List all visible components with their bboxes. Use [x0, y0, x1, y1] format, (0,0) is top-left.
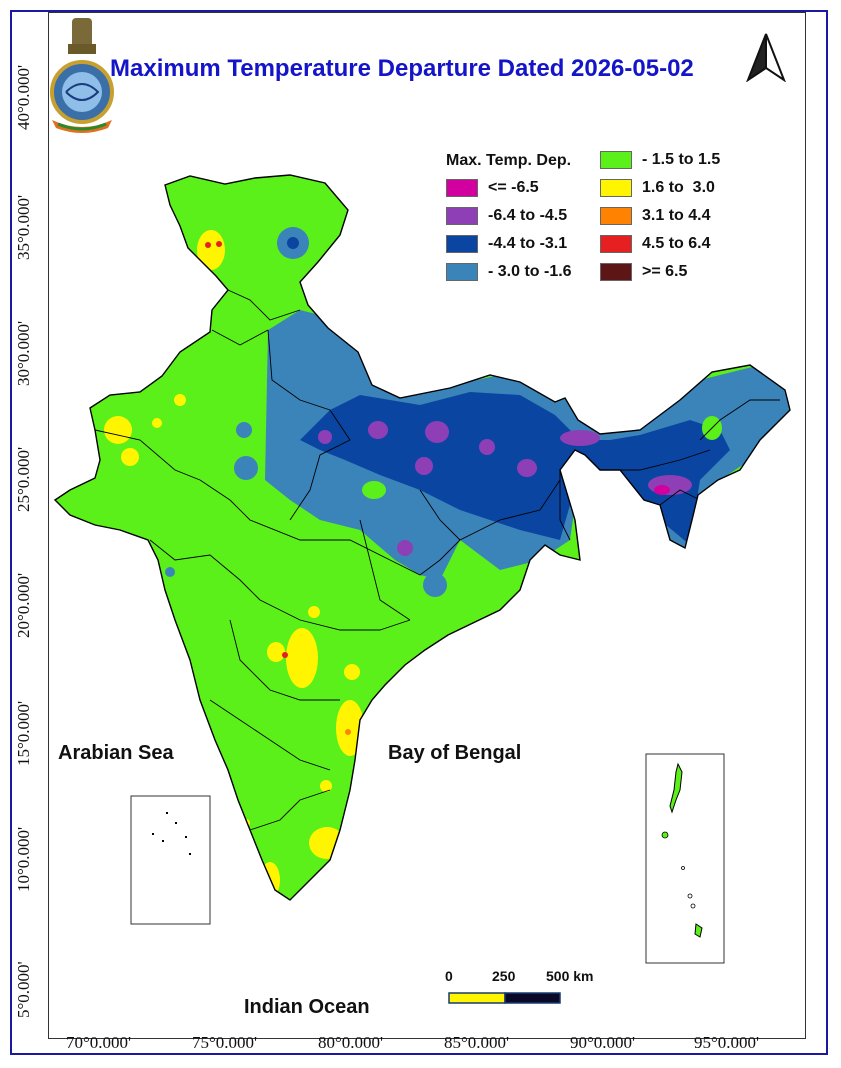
zone-red-spot: [216, 241, 222, 247]
legend-swatch: [446, 207, 478, 225]
legend-item-4-5-to-6-4: 4.5 to 6.4: [600, 234, 710, 254]
zone-yellow: [320, 780, 332, 792]
scale-label-500km: 500 km: [546, 968, 594, 984]
zone-yellow: [336, 700, 364, 756]
lon-label: 95°0.000': [694, 1033, 760, 1052]
zone-light-blue-spot: [165, 567, 175, 577]
label-indian-ocean: Indian Ocean: [244, 996, 370, 1018]
zone-red-spot: [282, 652, 288, 658]
zone-dark-blue-spot: [287, 237, 299, 249]
legend-item-3-1-to-4-4: 3.1 to 4.4: [600, 206, 710, 226]
zone-red-spot: [205, 242, 211, 248]
lat-label: 25°0.000': [14, 446, 33, 512]
legend-item-neg6-4-to-neg4-5: -6.4 to -4.5: [446, 206, 567, 226]
zone-purple: [517, 459, 537, 477]
legend-item-le-neg6-5: <= -6.5: [446, 178, 539, 198]
zone-light-blue-spot: [234, 456, 258, 480]
zone-light-blue-spot: [423, 573, 447, 597]
scale-bar-segment-1: [448, 992, 506, 1004]
legend-item-neg1-5-to-1-5: - 1.5 to 1.5: [600, 150, 720, 170]
imd-logo-icon: [50, 18, 114, 133]
zone-purple: [648, 475, 692, 495]
lat-label: 35°0.000': [14, 194, 33, 260]
zone-dark-blue: [300, 392, 730, 545]
lon-label: 85°0.000': [444, 1033, 510, 1052]
zone-yellow: [174, 394, 186, 406]
zone-magenta: [654, 485, 670, 495]
legend-label: 3.1 to 4.4: [642, 207, 711, 224]
lon-label: 90°0.000': [570, 1033, 636, 1052]
zone-purple: [368, 421, 388, 439]
zone-yellow: [104, 416, 132, 444]
legend-label: - 3.0 to -1.6: [488, 263, 572, 280]
map-inner-border: [48, 12, 806, 1039]
scale-label-0: 0: [445, 968, 453, 984]
legend-swatch: [446, 263, 478, 281]
zone-orange-spot: [345, 729, 351, 735]
legend-swatch: [600, 151, 632, 169]
map-title: Maximum Temperature Departure Dated 2026…: [110, 55, 694, 82]
zone-purple: [415, 457, 433, 475]
zone-yellow: [73, 543, 81, 551]
andaman-nicobar-islands: [661, 762, 703, 938]
legend-label: - 1.5 to 1.5: [642, 151, 721, 168]
legend-label: >= 6.5: [642, 263, 688, 280]
zone-purple: [397, 540, 413, 556]
zone-light-blue-spot: [236, 422, 252, 438]
zone-purple: [318, 430, 332, 444]
lakshadweep-islands: [152, 812, 191, 855]
legend-swatch: [446, 235, 478, 253]
legend-label: 4.5 to 6.4: [642, 235, 711, 252]
north-arrow-icon: [746, 33, 786, 82]
lon-label: 70°0.000': [66, 1033, 132, 1052]
legend-swatch: [600, 235, 632, 253]
legend-label: -4.4 to -3.1: [488, 235, 568, 252]
zone-yellow: [308, 606, 320, 618]
legend-swatch: [600, 207, 632, 225]
legend-label: <= -6.5: [488, 179, 539, 196]
lat-label: 30°0.000': [14, 320, 33, 386]
legend-item-ge-6-5: >= 6.5: [600, 262, 687, 282]
zone-purple: [560, 430, 600, 446]
legend-item-neg4-4-to-neg3-1: -4.4 to -3.1: [446, 234, 567, 254]
legend-label: -6.4 to -4.5: [488, 207, 568, 224]
lon-label: 75°0.000': [192, 1033, 258, 1052]
label-arabian-sea: Arabian Sea: [58, 742, 174, 764]
scale-label-250: 250: [492, 968, 516, 984]
legend-swatch: [446, 179, 478, 197]
label-bay-of-bengal: Bay of Bengal: [388, 742, 522, 764]
legend-item-neg3-0-to-neg1-6: - 3.0 to -1.6: [446, 262, 572, 282]
zone-yellow: [197, 230, 225, 270]
andaman-nicobar-inset: [645, 753, 725, 964]
zone-yellow: [267, 642, 285, 662]
lat-label: 20°0.000': [14, 572, 33, 638]
zone-purple: [479, 439, 495, 455]
zone-yellow: [344, 664, 360, 680]
map-frame: [10, 10, 828, 1055]
lat-label: 15°0.000': [14, 700, 33, 766]
lat-label: 5°0.000': [14, 961, 33, 1018]
legend-label: 1.6 to 3.0: [642, 179, 715, 196]
zone-yellow: [286, 628, 318, 688]
state-boundaries: [94, 289, 780, 831]
lakshadweep-inset: [130, 795, 211, 925]
lat-label: 40°0.000': [14, 64, 33, 130]
zone-yellow: [121, 448, 139, 466]
scale-bar-segment-2: [504, 992, 561, 1004]
zone-green-patch: [362, 481, 386, 499]
lon-label: 80°0.000': [318, 1033, 384, 1052]
legend-swatch: [600, 179, 632, 197]
legend-item-1-6-to-3-0: 1.6 to 3.0: [600, 178, 715, 198]
legend-swatch: [600, 263, 632, 281]
legend-title: Max. Temp. Dep.: [446, 152, 572, 169]
zone-yellow: [152, 418, 162, 428]
zone-purple: [425, 421, 449, 443]
lat-label: 10°0.000': [14, 826, 33, 892]
